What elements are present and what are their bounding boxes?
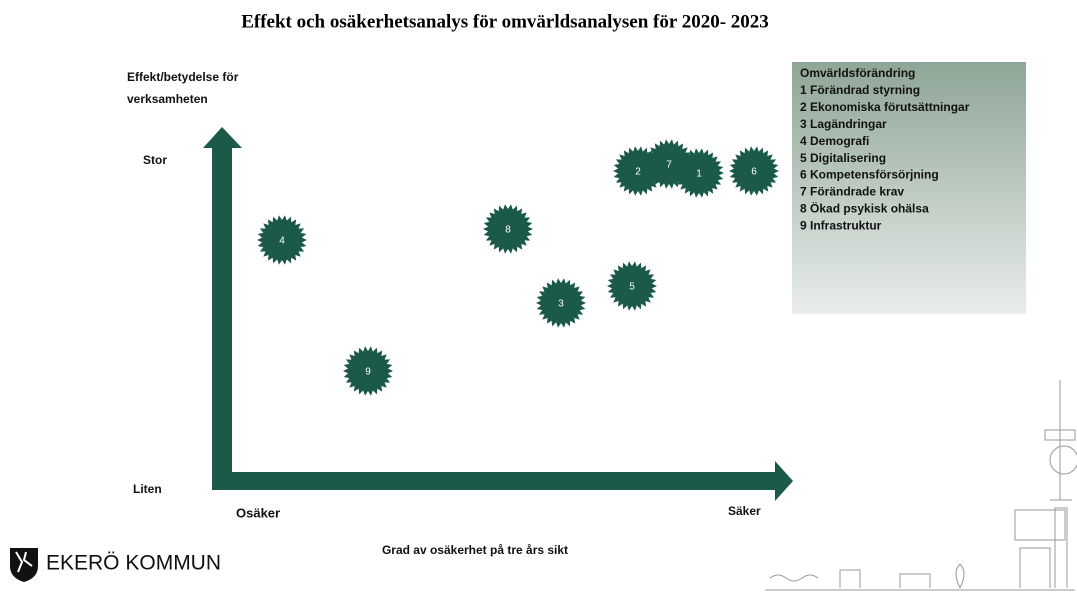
node-star xyxy=(729,146,779,196)
node-label: 4 xyxy=(279,236,285,247)
legend-title: Omvärldsförändring xyxy=(800,66,915,80)
legend-item: 1 Förändrad styrning xyxy=(800,83,920,97)
x-low: Osäker xyxy=(236,505,280,520)
legend-item: 6 Kompetensförsörjning xyxy=(800,168,939,182)
node: 1 xyxy=(674,148,724,198)
decoration xyxy=(765,380,1077,591)
node-label: 1 xyxy=(696,169,702,180)
nodes: 2 7 1 3 4 5 6 8 9 xyxy=(257,139,779,396)
node-star xyxy=(607,261,657,311)
y-arrow xyxy=(203,127,242,490)
legend-item: 8 Ökad psykisk ohälsa xyxy=(800,200,929,215)
node-star xyxy=(483,204,533,254)
x-axis-label: Grad av osäkerhet på tre års sikt xyxy=(382,543,568,557)
title: Effekt och osäkerhetsanalys för omvärlds… xyxy=(241,11,769,32)
legend-item: 5 Digitalisering xyxy=(800,151,886,165)
node: 5 xyxy=(607,261,657,311)
y-low: Liten xyxy=(133,482,162,496)
node-star xyxy=(257,215,307,265)
node: 4 xyxy=(257,215,307,265)
x-arrow xyxy=(213,461,793,501)
node: 8 xyxy=(483,204,533,254)
legend-items: 1 Förändrad styrning 2 Ekonomiska förutsä… xyxy=(800,83,970,232)
node: 6 xyxy=(729,146,779,196)
node: 9 xyxy=(343,346,393,396)
legend-item: 2 Ekonomiska förutsättningar xyxy=(800,100,970,114)
y-axis-label-line: verksamheten xyxy=(127,92,208,106)
node-label: 7 xyxy=(666,160,672,171)
logo-emblem xyxy=(15,551,33,573)
node-star xyxy=(343,346,393,396)
node-label: 9 xyxy=(365,367,371,378)
node-label: 5 xyxy=(629,282,635,293)
y-axis-label: Effekt/betydelse för verksamheten xyxy=(127,70,239,106)
y-axis-label-line: Effekt/betydelse för xyxy=(127,70,239,84)
node: 3 xyxy=(536,278,586,328)
legend-item: 9 Infrastruktur xyxy=(800,218,882,232)
logo-shield xyxy=(10,548,38,582)
node-star xyxy=(674,148,724,198)
y-high: Stor xyxy=(143,153,167,167)
logo-text: EKERÖ KOMMUN xyxy=(46,552,221,575)
node-label: 8 xyxy=(505,225,511,236)
node-star xyxy=(536,278,586,328)
node-label: 6 xyxy=(751,167,757,178)
x-high: Säker xyxy=(728,504,761,518)
legend-box xyxy=(792,62,1026,314)
node-label: 3 xyxy=(558,299,564,310)
legend-item: 7 Förändrade krav xyxy=(800,185,904,199)
node-label: 2 xyxy=(635,167,641,178)
legend-item: 3 Lagändringar xyxy=(800,117,887,131)
legend-item: 4 Demografi xyxy=(800,134,869,148)
